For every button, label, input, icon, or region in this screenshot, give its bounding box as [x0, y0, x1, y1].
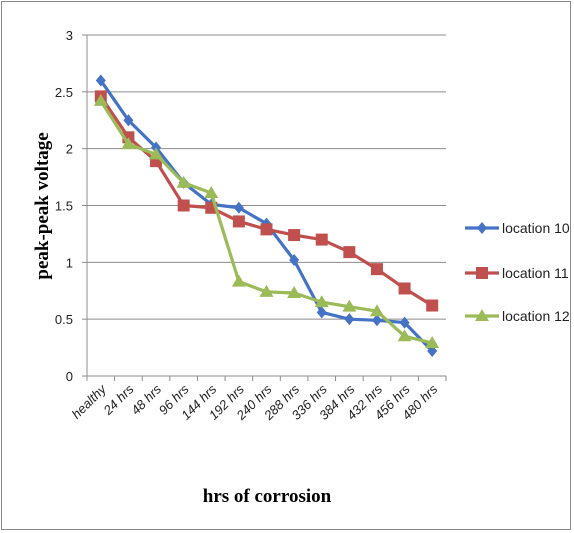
series-location-10 — [95, 74, 438, 357]
data-point-triangle — [231, 274, 246, 287]
y-tick-label: 2 — [66, 142, 73, 157]
y-tick-label: 2.5 — [55, 85, 73, 100]
data-point-diamond — [344, 313, 355, 326]
data-point-square — [343, 246, 356, 259]
legend-label: location 12 — [502, 308, 570, 324]
data-point-triangle — [475, 309, 489, 321]
data-point-triangle — [369, 304, 384, 317]
y-tick-labels: 0 0.5 1 1.5 2 2.5 3 — [55, 28, 73, 384]
legend-entry: location 12 — [465, 308, 570, 324]
series-location-11 — [94, 90, 439, 312]
data-point-square — [398, 282, 411, 295]
legend-label: location 11 — [502, 265, 569, 281]
data-point-triangle — [121, 137, 136, 150]
x-axis-title: hrs of corrosion — [203, 486, 332, 507]
legend-label: location 10 — [502, 220, 570, 236]
legend-entry: location 11 — [465, 265, 569, 281]
x-tick-label: 48 hrs — [128, 381, 165, 418]
data-point-triangle — [176, 175, 191, 188]
series-lines — [93, 74, 440, 357]
y-tick-label: 0.5 — [55, 312, 73, 327]
y-tick-label: 3 — [66, 28, 73, 43]
data-point-diamond — [371, 314, 382, 327]
data-point-triangle — [259, 284, 274, 297]
data-point-triangle — [287, 286, 302, 299]
data-point-diamond — [477, 222, 487, 234]
data-point-square — [232, 215, 245, 228]
data-point-diamond — [316, 306, 327, 319]
data-point-diamond — [123, 114, 134, 127]
data-point-diamond — [95, 74, 106, 87]
data-point-triangle — [397, 329, 412, 342]
data-point-diamond — [399, 316, 410, 329]
data-point-square — [426, 299, 439, 312]
y-axis-title: peak-peak voltage — [32, 132, 53, 279]
data-point-diamond — [233, 201, 244, 214]
series-location-12 — [93, 93, 440, 349]
data-point-triangle — [314, 295, 329, 308]
data-point-triangle — [204, 185, 219, 198]
y-tick-label: 1 — [66, 255, 73, 270]
legend: location 10 location 11 location 12 — [465, 220, 570, 324]
legend-entry: location 10 — [465, 220, 570, 236]
axes — [82, 34, 447, 381]
data-point-triangle — [149, 147, 164, 160]
y-tick-label: 1.5 — [55, 199, 73, 214]
data-point-square — [288, 229, 301, 242]
data-point-square — [370, 263, 383, 276]
data-point-square — [260, 223, 273, 236]
x-tick-label: healthy — [69, 380, 110, 421]
gridlines — [87, 34, 446, 320]
x-tick-label: 24 hrs — [100, 381, 137, 418]
data-point-triangle — [93, 93, 108, 106]
data-point-square — [315, 233, 328, 246]
data-point-triangle — [342, 299, 357, 312]
data-point-triangle — [425, 336, 440, 349]
y-tick-label: 0 — [66, 369, 73, 384]
series-line — [99, 79, 434, 353]
data-point-square — [177, 199, 190, 212]
data-point-square — [476, 267, 488, 279]
data-point-diamond — [289, 254, 300, 267]
